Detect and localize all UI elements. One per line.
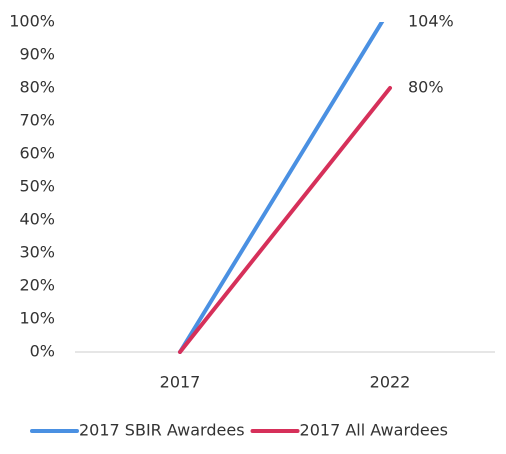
legend-label: 2017 SBIR Awardees — [79, 421, 245, 440]
y-tick-label: 20% — [19, 276, 55, 295]
y-tick-label: 30% — [19, 243, 55, 262]
y-tick-label: 80% — [19, 78, 55, 97]
x-tick-label: 2022 — [370, 373, 411, 392]
y-tick-label: 90% — [19, 45, 55, 64]
y-tick-label: 60% — [19, 144, 55, 163]
y-tick-label: 10% — [19, 309, 55, 328]
data-label: 80% — [408, 78, 444, 97]
y-tick-label: 40% — [19, 210, 55, 229]
line — [178, 86, 392, 354]
y-tick-label: 0% — [30, 342, 55, 361]
legend-label: 2017 All Awardees — [300, 421, 448, 440]
y-tick-label: 50% — [19, 177, 55, 196]
data-label: 104% — [408, 12, 454, 31]
x-tick-label: 2017 — [160, 373, 201, 392]
y-tick-label: 70% — [19, 111, 55, 130]
line — [178, 22, 385, 354]
y-tick-label: 100% — [9, 12, 55, 31]
plot-area — [178, 22, 392, 354]
